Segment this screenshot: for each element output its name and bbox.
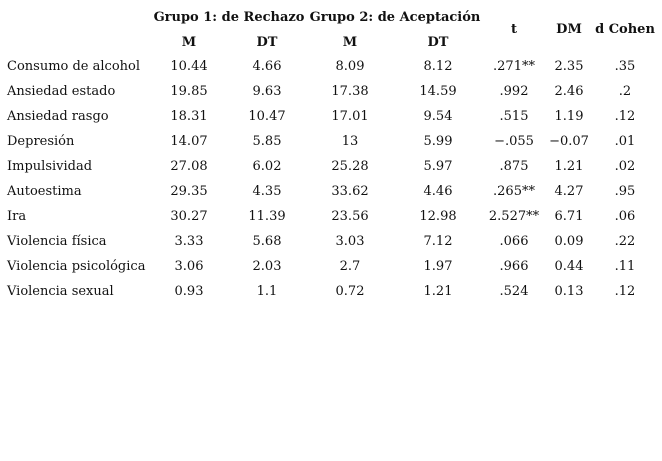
column-header: M <box>181 35 197 50</box>
row-label: Consumo de alcohol <box>7 59 140 74</box>
cell-value: .01 <box>614 134 636 149</box>
cell-value: .271** <box>493 59 535 74</box>
cell-value: .265** <box>493 184 535 199</box>
cell-value: −0.07 <box>549 134 589 149</box>
cell-value: .515 <box>499 109 529 124</box>
row-label: Impulsividad <box>7 159 93 174</box>
column-header: DT <box>256 35 278 50</box>
cell-value: 2.527** <box>488 209 540 224</box>
cell-value: 8.09 <box>335 59 365 74</box>
cell-value: .524 <box>499 284 529 299</box>
cell-value: 2.7 <box>339 259 361 274</box>
cell-value: .12 <box>614 109 636 124</box>
cell-value: 0.72 <box>335 284 365 299</box>
cell-value: 23.56 <box>331 209 369 224</box>
column-header: t <box>510 22 518 37</box>
cell-value: −.055 <box>494 134 534 149</box>
column-header: M <box>342 35 358 50</box>
row-label: Autoestima <box>7 184 82 199</box>
cell-value: 5.99 <box>423 134 453 149</box>
cell-value: 0.09 <box>554 234 584 249</box>
cell-value: 6.71 <box>554 209 584 224</box>
cell-value: 4.27 <box>554 184 584 199</box>
row-label: Ansiedad estado <box>7 84 116 99</box>
cell-value: 4.66 <box>252 59 282 74</box>
cell-value: 10.47 <box>248 109 286 124</box>
cell-value: 33.62 <box>331 184 369 199</box>
cell-value: .11 <box>614 259 636 274</box>
cell-value: 1.19 <box>554 109 584 124</box>
cell-value: .066 <box>499 234 529 249</box>
row-label: Violencia sexual <box>7 284 114 299</box>
cell-value: 5.97 <box>423 159 453 174</box>
cell-value: 13 <box>341 134 359 149</box>
cell-value: .22 <box>614 234 636 249</box>
cell-value: 25.28 <box>331 159 369 174</box>
cell-value: 10.44 <box>170 59 208 74</box>
cell-value: .35 <box>614 59 636 74</box>
cell-value: 12.98 <box>419 209 457 224</box>
cell-value: 0.44 <box>554 259 584 274</box>
cell-value: 17.01 <box>331 109 369 124</box>
row-label: Depresión <box>7 134 75 149</box>
cell-value: 5.85 <box>252 134 282 149</box>
cell-value: 8.12 <box>423 59 453 74</box>
group-header: Grupo 1: de Rechazo <box>153 10 305 25</box>
cell-value: .966 <box>499 259 529 274</box>
row-label: Violencia psicológica <box>7 259 146 274</box>
cell-value: 6.02 <box>252 159 282 174</box>
cell-value: 3.03 <box>335 234 365 249</box>
group-header: Grupo 2: de Aceptación <box>309 10 481 25</box>
cell-value: 3.06 <box>174 259 204 274</box>
row-label: Violencia física <box>7 234 107 249</box>
column-header: DM <box>556 22 582 37</box>
cell-value: 14.07 <box>170 134 208 149</box>
column-header: d Cohen <box>595 22 655 37</box>
cell-value: 9.63 <box>252 84 282 99</box>
cell-value: 11.39 <box>248 209 286 224</box>
cell-value: 1.21 <box>554 159 584 174</box>
cell-value: 19.85 <box>170 84 208 99</box>
cell-value: .875 <box>499 159 529 174</box>
cell-value: 29.35 <box>170 184 208 199</box>
cell-value: 2.03 <box>252 259 282 274</box>
cell-value: 2.46 <box>554 84 584 99</box>
cell-value: 4.35 <box>252 184 282 199</box>
cell-value: .02 <box>614 159 636 174</box>
row-label: Ira <box>7 209 27 224</box>
cell-value: 30.27 <box>170 209 208 224</box>
row-label: Ansiedad rasgo <box>7 109 109 124</box>
column-header: DT <box>427 35 449 50</box>
cell-value: 18.31 <box>170 109 208 124</box>
cell-value: 0.13 <box>554 284 584 299</box>
cell-value: .06 <box>614 209 636 224</box>
cell-value: .992 <box>499 84 529 99</box>
cell-value: 3.33 <box>174 234 204 249</box>
cell-value: 7.12 <box>423 234 453 249</box>
cell-value: 14.59 <box>419 84 457 99</box>
cell-value: 2.35 <box>554 59 584 74</box>
cell-value: 1.1 <box>256 284 278 299</box>
cell-value: 4.46 <box>423 184 453 199</box>
cell-value: .12 <box>614 284 636 299</box>
cell-value: 1.97 <box>423 259 453 274</box>
cell-value: .95 <box>614 184 636 199</box>
cell-value: 9.54 <box>423 109 453 124</box>
cell-value: 0.93 <box>174 284 204 299</box>
cell-value: 17.38 <box>331 84 369 99</box>
cell-value: 5.68 <box>252 234 282 249</box>
cell-value: 1.21 <box>423 284 453 299</box>
cell-value: .2 <box>618 84 632 99</box>
cell-value: 27.08 <box>170 159 208 174</box>
